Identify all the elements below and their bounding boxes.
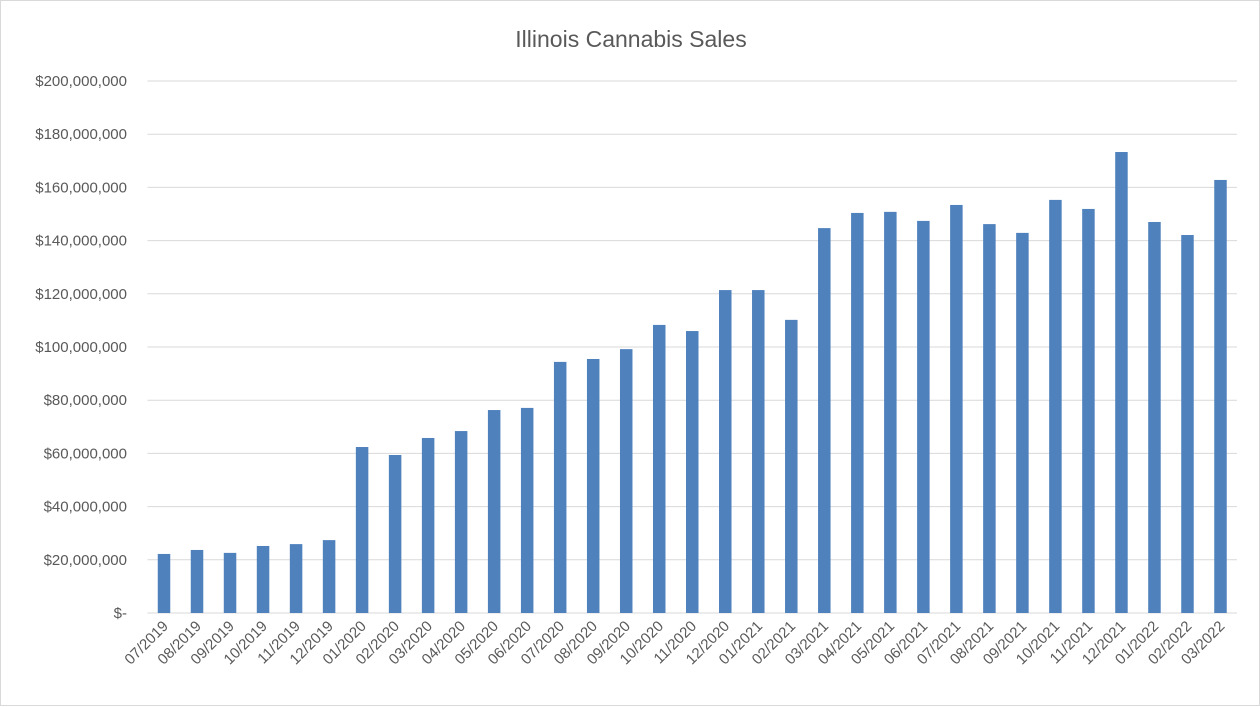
bar: [1082, 208, 1095, 614]
bar: [851, 212, 864, 613]
y-tick-label: $180,000,000: [35, 126, 127, 143]
bar: [917, 220, 930, 613]
bar: [553, 361, 567, 613]
bar: [157, 553, 171, 613]
bar: [487, 410, 501, 613]
y-tick-label: $100,000,000: [35, 339, 127, 356]
bar: [1148, 221, 1161, 614]
bar: [818, 228, 831, 613]
bar: [289, 544, 303, 613]
bar: [1016, 232, 1029, 614]
bar: [1115, 152, 1128, 613]
bar: [586, 358, 600, 613]
bar: [421, 437, 435, 613]
bar: [454, 431, 468, 613]
bar: [983, 224, 996, 613]
bar: [686, 331, 699, 613]
bar: [190, 549, 204, 613]
chart-title: Illinois Cannabis Sales: [515, 26, 746, 52]
bar: [785, 319, 798, 613]
bar: [1214, 179, 1227, 613]
y-tick-label: $160,000,000: [35, 179, 127, 196]
bar: [1049, 199, 1062, 614]
y-tick-label: $80,000,000: [44, 392, 127, 409]
bar: [322, 540, 336, 613]
bar: [619, 349, 633, 613]
y-tick-label: $120,000,000: [35, 286, 127, 303]
bar: [223, 552, 237, 613]
bar: [950, 204, 963, 613]
bar: [752, 290, 765, 613]
y-tick-label: $40,000,000: [44, 499, 127, 516]
y-tick-label: $140,000,000: [35, 233, 127, 250]
bar: [719, 290, 732, 613]
y-tick-label: $-: [114, 605, 127, 622]
bar: [652, 324, 666, 613]
y-tick-label: $60,000,000: [44, 445, 127, 462]
bar: [1181, 235, 1194, 613]
bar: [388, 454, 402, 613]
bar: [884, 211, 897, 613]
bar: [355, 447, 369, 613]
bar: [256, 545, 270, 613]
bar: [520, 407, 534, 613]
y-tick-label: $200,000,000: [35, 73, 127, 90]
y-tick-label: $20,000,000: [44, 552, 127, 569]
